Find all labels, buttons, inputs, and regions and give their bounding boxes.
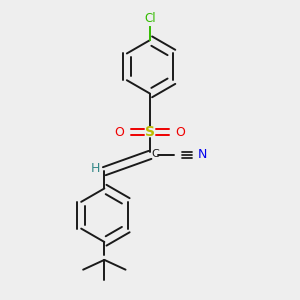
Text: O: O bbox=[176, 126, 185, 139]
Text: O: O bbox=[115, 126, 124, 139]
Text: C: C bbox=[152, 149, 159, 159]
Text: Cl: Cl bbox=[144, 12, 156, 26]
Text: N: N bbox=[197, 148, 207, 161]
Text: S: S bbox=[145, 125, 155, 139]
Text: H: H bbox=[91, 162, 100, 175]
